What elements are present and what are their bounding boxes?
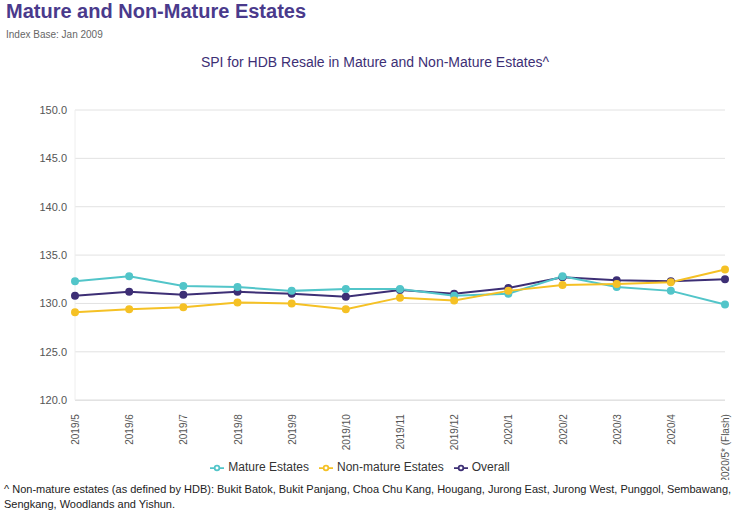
svg-text:140.0: 140.0: [39, 201, 67, 213]
html-text:Overall: Overall: [471, 460, 510, 475]
svg-text:150.0: 150.0: [39, 104, 67, 116]
svg-text:2020/3: 2020/3: [612, 414, 623, 445]
svg-text:2019/9: 2019/9: [287, 414, 298, 445]
svg-text:2019/10: 2019/10: [341, 414, 352, 451]
svg-text:2019/5: 2019/5: [70, 414, 81, 445]
svg-text:2020/4: 2020/4: [666, 414, 677, 445]
svg-text:2020/1: 2020/1: [503, 414, 514, 445]
svg-text:2019/6: 2019/6: [124, 414, 135, 445]
svg-text:130.0: 130.0: [39, 297, 67, 309]
svg-text:2019/11: 2019/11: [395, 414, 406, 450]
html-text:SPI for HDB Resale in Mature a: SPI for HDB Resale in Mature and Non-Mat…: [200, 54, 550, 70]
svg-text:125.0: 125.0: [39, 346, 67, 358]
svg-text:2019/12: 2019/12: [449, 414, 460, 451]
svg-text:145.0: 145.0: [39, 152, 67, 164]
svg-text:135.0: 135.0: [39, 249, 67, 261]
html-text:Index Base: Jan 2009: Index Base: Jan 2009: [6, 29, 103, 40]
html-text:Non-mature Estates: Non-mature Estates: [337, 460, 444, 475]
svg-text:2019/7: 2019/7: [178, 414, 189, 445]
svg-text:2020/2: 2020/2: [558, 414, 569, 445]
html-text:Mature and Non-Mature Estates: Mature and Non-Mature Estates: [6, 0, 307, 22]
svg-text:120.0: 120.0: [39, 394, 67, 406]
svg-text:2020/5* (Flash): 2020/5* (Flash): [720, 414, 731, 480]
html-text:^ Non-mature estates (as defin: ^ Non-mature estates (as defined by HDB)…: [4, 483, 732, 510]
html-text:Mature Estates: Mature Estates: [228, 460, 309, 475]
svg-text:2019/8: 2019/8: [233, 414, 244, 445]
